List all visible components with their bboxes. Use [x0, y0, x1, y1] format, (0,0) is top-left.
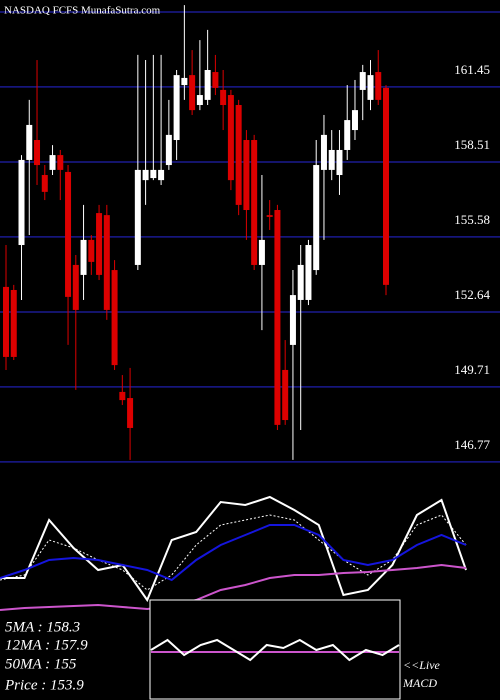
candle-body	[10, 289, 17, 357]
y-tick-label: 158.51	[454, 137, 490, 152]
y-tick-label: 164.38	[454, 0, 490, 2]
y-tick-label: 146.77	[454, 437, 490, 452]
indicator-line	[150, 638, 400, 662]
candle-body	[344, 120, 351, 150]
candle-body	[3, 286, 9, 357]
candle-body	[383, 87, 389, 285]
y-tick-label: 155.58	[454, 212, 490, 227]
candle-body	[88, 239, 95, 262]
candle-body	[266, 215, 273, 217]
candle-body	[80, 239, 87, 275]
candle-body	[243, 140, 250, 211]
candle-body	[305, 245, 312, 300]
indicator-line	[0, 514, 467, 591]
candle-body	[227, 95, 234, 181]
ma-label: 5MA : 158.3	[5, 619, 80, 635]
y-tick-label: 152.64	[454, 287, 490, 302]
candle-body	[119, 391, 126, 401]
candle-body	[103, 215, 110, 310]
candle-body	[158, 169, 165, 181]
candle-body	[65, 171, 72, 297]
candle-body	[204, 70, 211, 100]
candle-body	[111, 270, 118, 366]
macd-label: <<Live	[403, 658, 441, 672]
indicator-line	[0, 495, 467, 603]
candle-body	[165, 134, 172, 166]
candle-body	[375, 72, 382, 100]
candle-body	[328, 149, 335, 170]
candle-body	[351, 110, 358, 131]
candle-body	[72, 264, 79, 310]
candle-body	[196, 95, 203, 106]
ma-label: Price : 153.9	[4, 677, 84, 693]
candle-body	[220, 89, 227, 106]
candle-body	[96, 213, 103, 275]
candle-body	[359, 72, 366, 90]
indicator-line	[0, 524, 467, 582]
candle-body	[235, 105, 242, 205]
macd-label: MACD	[402, 676, 437, 690]
y-tick-label: 161.45	[454, 62, 490, 77]
candle-body	[258, 239, 265, 265]
candle-body	[26, 124, 33, 160]
candle-body	[367, 75, 374, 100]
candle-body	[297, 264, 304, 300]
macd-box	[149, 599, 401, 700]
candle-body	[313, 165, 320, 271]
candle-body	[18, 159, 25, 246]
candle-body	[127, 398, 134, 428]
candle-body	[150, 169, 157, 179]
candle-body	[289, 295, 296, 345]
candle-body	[34, 140, 41, 166]
candle-body	[251, 140, 258, 265]
candle-body	[282, 369, 289, 421]
candle-body	[181, 77, 188, 86]
chart-title: NASDAQ FCFS MunafaSutra.com	[4, 5, 161, 17]
candle-body	[212, 72, 219, 88]
candle-body	[336, 149, 343, 176]
candle-body	[189, 75, 196, 111]
candle-body	[274, 210, 281, 425]
candle-body	[142, 169, 149, 181]
candle-body	[57, 155, 64, 170]
ma-label: 12MA : 157.9	[5, 637, 88, 653]
ma-label: 50MA : 155	[5, 656, 77, 672]
candle-body	[134, 169, 141, 265]
y-tick-label: 149.71	[454, 362, 490, 377]
candle-body	[173, 75, 180, 141]
indicator-line	[0, 563, 467, 611]
candle-body	[41, 175, 48, 192]
candle-body	[320, 134, 327, 170]
candle-body	[49, 155, 56, 170]
